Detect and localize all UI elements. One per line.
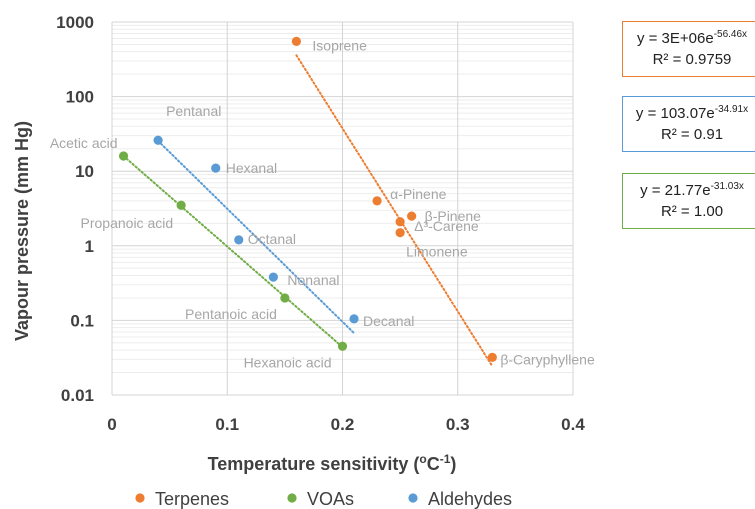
x-tick-label: 0.2 — [331, 415, 355, 434]
x-tick-label: 0.4 — [561, 415, 585, 434]
equation-box-voas: y = 21.77e-31.03x R² = 1.00 — [622, 173, 755, 229]
y-tick-label: 1000 — [56, 13, 94, 32]
x-axis-label-main: Temperature sensitivity ( — [208, 454, 420, 474]
y-tick-label: 0.1 — [70, 311, 94, 330]
point-aldehydes — [234, 235, 244, 245]
y-tick-label: 100 — [66, 88, 94, 107]
equation-voas: y = 21.77e-31.03x — [640, 181, 744, 199]
x-axis-label-unit: C — [427, 454, 440, 474]
point-label: Isoprene — [312, 37, 367, 53]
point-terpenes — [407, 211, 417, 221]
point-label: Δ³-Carene — [414, 218, 479, 234]
point-label: β-Pinene — [425, 208, 482, 224]
point-label: Octanal — [248, 231, 296, 247]
point-label: Decanal — [363, 313, 414, 329]
y-axis-label: Vapour pressure (mm Hg) — [12, 121, 32, 341]
point-voas — [337, 341, 348, 351]
legend-marker — [135, 493, 145, 503]
point-terpenes — [395, 217, 405, 227]
point-aldehydes — [211, 163, 221, 173]
r2-terpenes: R² = 0.9759 — [652, 51, 732, 68]
x-tick-label: 0.1 — [215, 415, 239, 434]
legend-label: Terpenes — [155, 489, 229, 509]
r2-aldehydes: R² = 0.91 — [660, 126, 724, 143]
point-label: α-Pinene — [390, 186, 447, 202]
legend: Terpenes VOAs Aldehydes — [135, 489, 512, 509]
point-label: Propanoic acid — [81, 215, 174, 231]
equation-box-aldehydes: y = 103.07e-34.91x R² = 0.91 — [622, 96, 755, 152]
trendline-terpenes — [295, 54, 494, 368]
trendline-voas — [122, 155, 344, 349]
point-label: Nonanal — [287, 272, 339, 288]
point-voas — [118, 151, 129, 161]
legend-marker — [408, 493, 418, 503]
point-terpenes — [395, 228, 405, 238]
y-tick-label: 1 — [85, 237, 94, 256]
x-axis-label-close: ) — [450, 454, 456, 474]
trendlines — [122, 54, 494, 368]
x-tick-label: 0.3 — [446, 415, 470, 434]
x-axis-label: Temperature sensitivity (oC-1) — [208, 452, 457, 474]
point-voas — [176, 200, 186, 210]
axis-ticks: 0.01 0.1 1 10 100 1000 0 0.1 0.2 0.3 0.4 — [56, 13, 585, 434]
data-points — [118, 36, 497, 362]
point-label: Limonene — [406, 244, 468, 260]
equation-terpenes: y = 3E+06e-56.46x — [636, 29, 748, 47]
y-tick-label: 10 — [75, 162, 94, 181]
point-label: Acetic acid — [50, 135, 118, 151]
point-voas — [280, 293, 290, 303]
legend-marker — [287, 493, 297, 503]
y-tick-label: 0.01 — [61, 386, 94, 405]
point-label: Pentanoic acid — [185, 306, 277, 322]
x-axis-label-degree: o — [419, 452, 426, 466]
point-label: Pentanal — [166, 103, 221, 119]
grid — [111, 21, 574, 396]
x-tick-label: 0 — [107, 415, 116, 434]
point-label: Hexanal — [226, 160, 277, 176]
r2-voas: R² = 1.00 — [660, 203, 724, 220]
point-terpenes — [487, 352, 497, 362]
trendline-aldehydes — [157, 139, 355, 335]
point-aldehydes — [349, 314, 359, 324]
legend-label: Aldehydes — [428, 489, 512, 509]
equation-box-terpenes: y = 3E+06e-56.46x R² = 0.9759 — [622, 21, 755, 77]
point-terpenes — [372, 196, 382, 206]
point-label: β-Caryphyllene — [500, 351, 595, 367]
equation-aldehydes: y = 103.07e-34.91x — [635, 104, 749, 122]
point-aldehydes — [268, 272, 278, 282]
point-aldehydes — [153, 135, 163, 145]
legend-label: VOAs — [307, 489, 354, 509]
point-terpenes — [291, 36, 301, 46]
x-axis-label-exponent: -1 — [440, 452, 451, 466]
point-label: Hexanoic acid — [244, 354, 332, 370]
